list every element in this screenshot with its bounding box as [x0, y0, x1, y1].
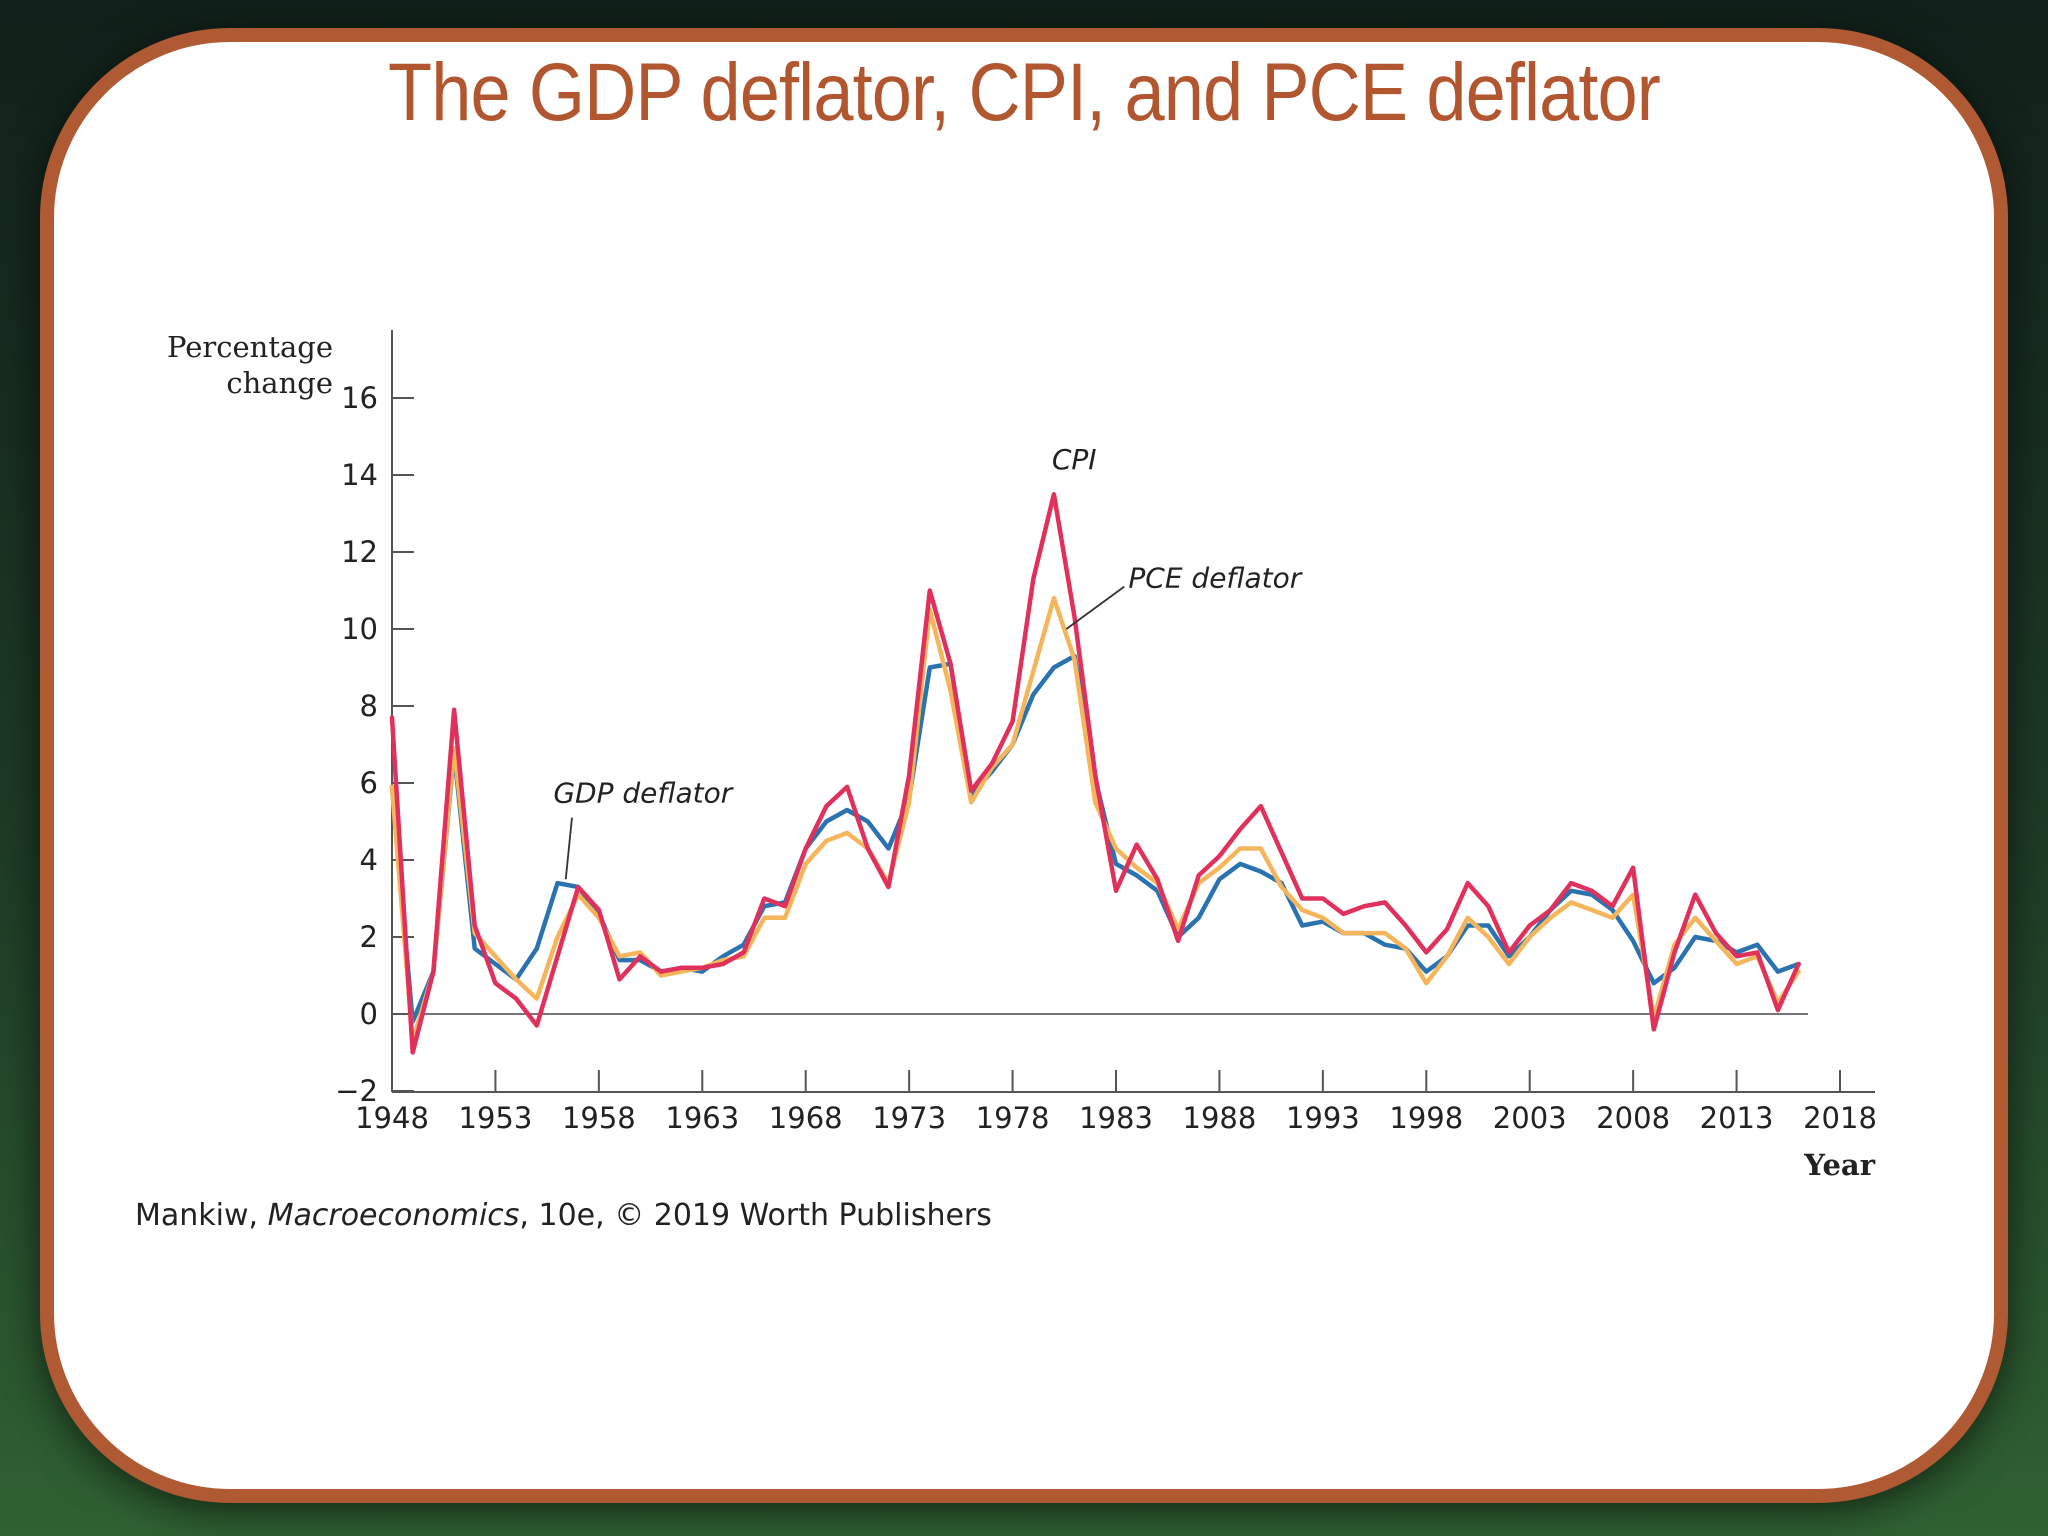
x-tick-label: 1953: [459, 1101, 533, 1135]
x-tick-label: 1958: [562, 1101, 636, 1135]
chart-series: [389, 492, 1801, 1055]
y-tick-label: 14: [341, 458, 378, 492]
credit-author: Mankiw,: [135, 1198, 268, 1233]
y-tick-label: 10: [341, 612, 378, 646]
y-tick-label: 8: [360, 689, 378, 723]
series-line-pce-deflator: [389, 595, 1801, 1044]
series-label-pce-deflator: PCE deflator: [1128, 561, 1302, 594]
chart-axes: −2 0 2 4 6 8 10 12 14 16 1948 1953 1958 1963 1968 1973 1…: [167, 330, 1877, 1182]
x-tick-label: 1968: [769, 1101, 843, 1135]
y-axis-title-line1: Percentage: [167, 330, 333, 364]
x-tick-label: 2013: [1700, 1101, 1774, 1135]
slide-title: The GDP deflator, CPI, and PCE deflator: [388, 47, 1661, 138]
x-tick-label: 1983: [1079, 1101, 1153, 1135]
slide-card: [40, 28, 2008, 1503]
y-axis-title-line2: change: [226, 366, 333, 400]
series-label-cpi: CPI: [1052, 443, 1097, 476]
y-tick-label: 4: [360, 843, 378, 877]
x-tick-label: 1998: [1389, 1101, 1463, 1135]
x-tick-label: 1963: [665, 1101, 739, 1135]
x-tick-label: 2018: [1803, 1101, 1877, 1135]
x-tick-label: 1993: [1286, 1101, 1360, 1135]
source-credit: Mankiw, Macroeconomics, 10e, © 2019 Wort…: [135, 1198, 992, 1233]
x-tick-label: 1973: [872, 1101, 946, 1135]
x-tick-label: 2008: [1596, 1101, 1670, 1135]
y-tick-label: 2: [360, 920, 378, 954]
credit-rest: , 10e, © 2019 Worth Publishers: [519, 1198, 992, 1233]
credit-book-title: Macroeconomics: [267, 1198, 520, 1233]
series-line-gdp-deflator: [389, 653, 1801, 1024]
y-tick-label: −2: [335, 1074, 378, 1108]
annotation-pointer: [564, 817, 573, 880]
y-tick-label: 12: [341, 535, 378, 569]
x-axis-title: Year: [1803, 1148, 1875, 1182]
annotation-pointer: [1065, 585, 1125, 630]
x-tick-label: 1948: [355, 1101, 429, 1135]
x-tick-label: 2003: [1493, 1101, 1567, 1135]
series-label-gdp-deflator: GDP deflator: [553, 776, 733, 809]
x-tick-label: 1988: [1183, 1101, 1257, 1135]
x-tick-label: 1978: [976, 1101, 1050, 1135]
series-line-cpi: [389, 492, 1801, 1055]
y-tick-label: 6: [360, 766, 378, 800]
y-tick-label: 0: [360, 997, 378, 1031]
y-tick-label: 16: [341, 381, 378, 415]
chart-annotations: CPI PCE deflator GDP deflator: [553, 443, 1303, 880]
